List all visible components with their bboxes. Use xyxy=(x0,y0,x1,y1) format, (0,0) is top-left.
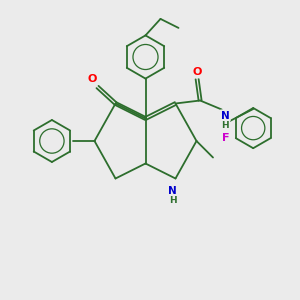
Text: N: N xyxy=(168,186,177,196)
Text: H: H xyxy=(169,196,176,205)
Text: F: F xyxy=(222,133,230,143)
Text: O: O xyxy=(87,74,97,84)
Text: N: N xyxy=(221,110,230,121)
Text: O: O xyxy=(192,67,202,77)
Text: H: H xyxy=(221,121,229,130)
